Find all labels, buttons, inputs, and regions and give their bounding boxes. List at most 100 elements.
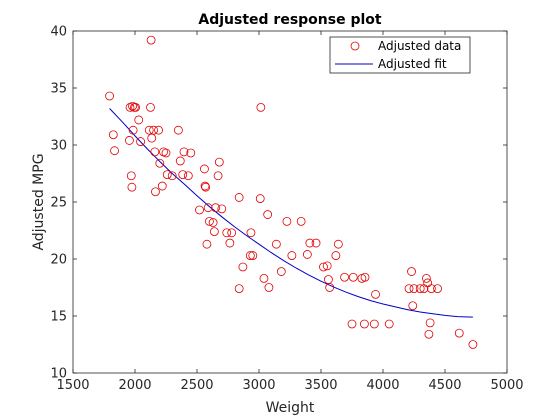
x-tick-label: 1500 (56, 378, 89, 393)
data-point (200, 164, 209, 174)
x-tick-label: 4500 (428, 378, 461, 393)
data-point (183, 171, 193, 181)
data-point (208, 218, 218, 227)
data-point (276, 267, 286, 276)
data-point (426, 284, 436, 294)
data-point (108, 130, 118, 140)
data-point (213, 171, 223, 181)
data-point (154, 125, 163, 135)
data-point (203, 203, 213, 213)
data-point (408, 301, 418, 311)
data-point (195, 205, 204, 215)
data-point (128, 125, 138, 135)
data-point (234, 193, 244, 202)
data-point (159, 147, 168, 157)
data-point (179, 147, 189, 157)
data-point (202, 239, 212, 249)
legend-label-adjusted-fit: Adjusted fit (378, 57, 447, 71)
data-point (110, 146, 119, 156)
x-axis-label: Weight (266, 400, 315, 416)
data-point (167, 171, 177, 181)
data-point (175, 156, 185, 166)
data-point (209, 227, 219, 237)
y-tick-label: 40 (50, 25, 67, 40)
data-point (146, 35, 156, 45)
data-point (404, 284, 414, 294)
data-point (311, 238, 321, 248)
data-point (407, 267, 416, 276)
data-point (259, 273, 269, 283)
data-point (425, 318, 435, 328)
data-point (454, 328, 464, 338)
y-tick-label: 10 (50, 367, 67, 382)
data-point (468, 340, 478, 349)
y-axis-ticks: 10 15 20 25 30 35 40 (50, 25, 507, 382)
data-point (125, 136, 134, 145)
data-point (234, 284, 244, 294)
data-point (415, 284, 425, 294)
data-point (296, 216, 306, 226)
data-point (340, 272, 349, 282)
data-point (155, 158, 165, 168)
data-point (144, 125, 154, 135)
chart-title: Adjusted response plot (198, 12, 382, 28)
plot-area-background (73, 31, 507, 373)
data-point (331, 251, 341, 260)
data-point (201, 182, 211, 192)
data-point (305, 238, 315, 248)
data-point (302, 250, 312, 259)
legend-box (329, 36, 471, 74)
data-point (222, 228, 232, 238)
data-point (282, 216, 292, 226)
data-point (211, 203, 221, 213)
data-point (248, 251, 258, 260)
data-point (227, 228, 237, 238)
data-point (136, 137, 145, 146)
data-point (359, 319, 369, 329)
y-tick-label: 20 (50, 253, 67, 268)
data-point (149, 125, 159, 135)
legend-label-adjusted-data: Adjusted data (378, 39, 461, 53)
data-point (146, 102, 155, 112)
data-point (319, 262, 328, 272)
data-point (131, 102, 141, 112)
x-tick-label: 3500 (304, 378, 337, 393)
x-tick-label: 2500 (180, 378, 213, 393)
data-point (162, 170, 172, 180)
data-point (371, 289, 380, 299)
y-tick-label: 25 (50, 196, 67, 211)
data-point (173, 125, 183, 135)
y-tick-label: 35 (50, 82, 67, 97)
data-point (238, 262, 248, 272)
data-point (134, 115, 144, 125)
x-tick-label: 4000 (366, 378, 399, 393)
data-point (256, 102, 266, 112)
data-point (409, 284, 419, 294)
data-point (322, 261, 332, 271)
data-point (225, 238, 235, 248)
data-point (151, 187, 160, 197)
x-tick-label: 2000 (118, 378, 151, 393)
data-point (200, 181, 210, 191)
data-point (186, 148, 196, 158)
data-point (433, 284, 442, 294)
data-point (178, 170, 188, 180)
data-point (271, 239, 281, 249)
data-point (214, 157, 224, 167)
data-point (125, 102, 135, 112)
data-points-layer (105, 35, 478, 349)
data-point (348, 272, 358, 282)
data-point (150, 147, 160, 157)
y-tick-label: 30 (50, 139, 67, 154)
data-point (105, 91, 114, 101)
data-point (127, 182, 137, 192)
data-point (264, 283, 274, 292)
data-point (421, 273, 431, 283)
data-point (157, 181, 167, 191)
data-point (360, 272, 370, 282)
data-point (126, 171, 136, 181)
data-point (263, 210, 273, 219)
x-tick-label: 5000 (490, 378, 523, 393)
